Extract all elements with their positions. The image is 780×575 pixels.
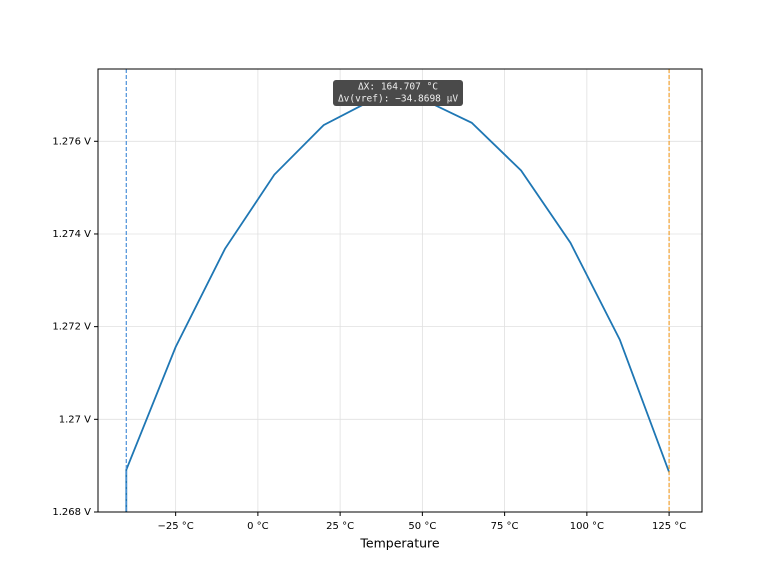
y-tick-label: 1.274 V [52, 229, 91, 240]
y-tick-label: 1.272 V [52, 322, 91, 333]
x-tick-label: 50 °C [408, 521, 436, 532]
tooltip-text: Δv(vref): −34.8698 µV [338, 94, 458, 105]
y-tick-label: 1.27 V [59, 414, 91, 425]
x-tick-label: 25 °C [326, 521, 354, 532]
x-tick-label: 100 °C [570, 521, 604, 532]
tooltip-box [333, 80, 463, 106]
y-tick-label: 1.276 V [52, 136, 91, 147]
x-tick-label: 75 °C [491, 521, 519, 532]
x-axis-label: Temperature [359, 536, 439, 551]
x-tick-label: 0 °C [247, 521, 269, 532]
x-tick-label: 125 °C [652, 521, 686, 532]
x-tick-label: −25 °C [158, 521, 194, 532]
plot-frame [97, 68, 703, 513]
data-line [125, 98, 670, 512]
y-tick-label: 1.268 V [52, 507, 91, 518]
tooltip: ΔX: 164.707 °CΔv(vref): −34.8698 µV [333, 80, 463, 106]
tooltip-text: ΔX: 164.707 °C [358, 82, 438, 93]
